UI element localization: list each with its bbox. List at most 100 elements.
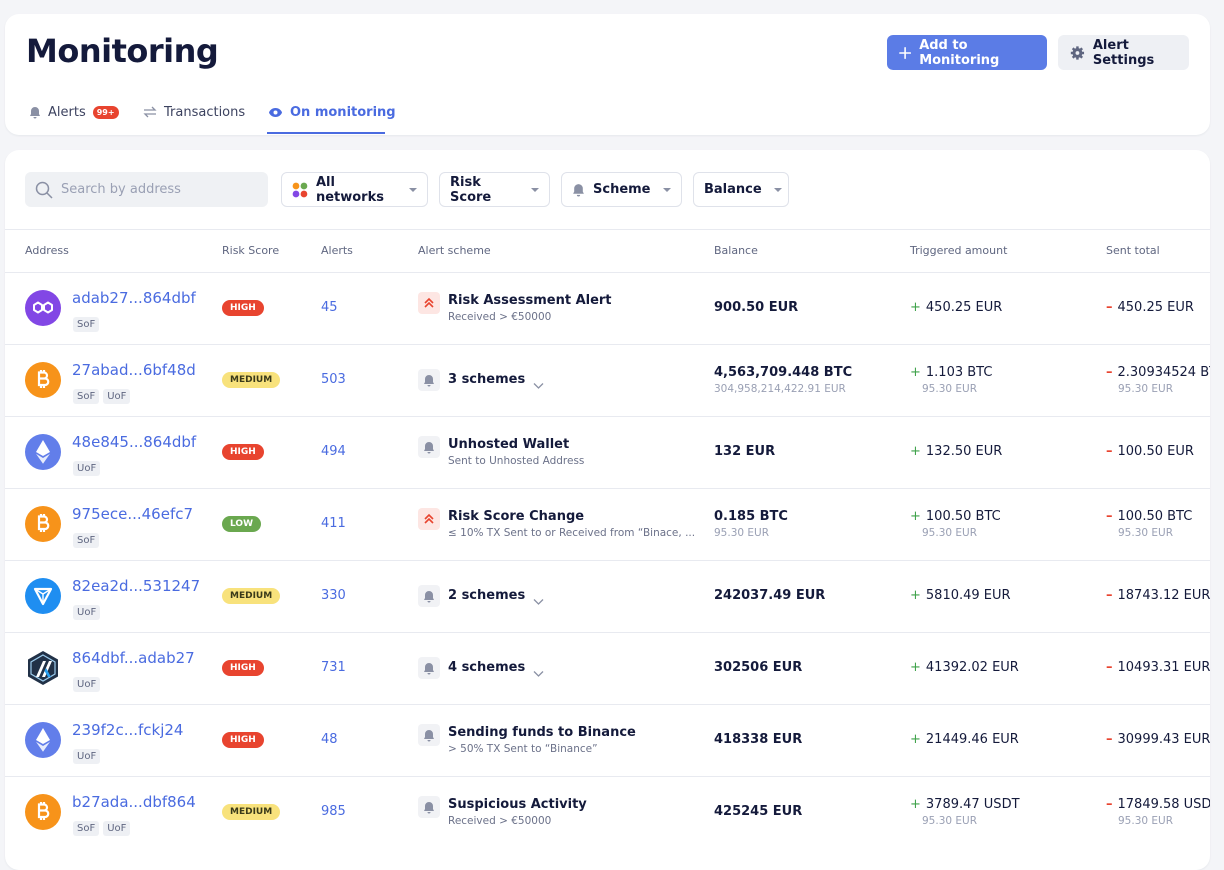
risk-badge: HIGH: [222, 732, 264, 748]
alerts-count[interactable]: 503: [321, 372, 346, 387]
triggered-amount: +3789.47 USDT: [910, 797, 1020, 812]
column-header: Address: [25, 244, 69, 257]
address-link[interactable]: 239f2c...fckj24: [72, 721, 184, 739]
alerts-count[interactable]: 45: [321, 300, 338, 315]
tag: SoF: [73, 317, 100, 332]
add-button[interactable]: Add to Monitoring: [887, 35, 1047, 70]
scheme-subtitle: Sent to Unhosted Address: [448, 455, 585, 467]
scheme-subtitle: > 50% TX Sent to “Binance”: [448, 743, 598, 755]
triggered-sign: +: [910, 365, 921, 380]
expand-chevron[interactable]: [533, 375, 544, 394]
triggered-amount: +5810.49 EUR: [910, 588, 1011, 603]
sent-sub: 95.30 EUR: [1118, 815, 1174, 827]
tag: SoF: [73, 533, 100, 548]
scheme-icon: [418, 796, 440, 818]
triggered-sub: 95.30 EUR: [922, 527, 978, 539]
risk-badge: HIGH: [222, 660, 264, 676]
plus-icon: [899, 46, 912, 59]
tab-alerts[interactable]: Alerts 99+: [29, 102, 119, 122]
search-input[interactable]: Search by address: [25, 172, 268, 207]
column-header: Triggered amount: [910, 244, 1008, 257]
sent-amount: –18743.12 EUR: [1106, 588, 1210, 603]
scheme-title[interactable]: 3 schemes: [448, 372, 526, 387]
address-tags: SoF: [73, 312, 103, 332]
tag: UoF: [73, 677, 101, 692]
balance-filter[interactable]: Balance: [693, 172, 789, 207]
gear-icon: [1070, 45, 1085, 60]
scheme-icon: [418, 724, 440, 746]
tab-transactions[interactable]: Transactions: [143, 102, 245, 122]
alerts-count[interactable]: 985: [321, 804, 346, 819]
dropdown-label: Risk Score: [450, 174, 492, 205]
scheme-icon: [418, 292, 440, 314]
tag: UoF: [73, 461, 101, 476]
expand-chevron[interactable]: [533, 663, 544, 682]
triggered-amount: +1.103 BTC: [910, 365, 992, 380]
table-row[interactable]: [5, 272, 1210, 344]
scheme-subtitle: ≤ 10% TX Sent to or Received from “Binac…: [448, 527, 696, 539]
dropdown-label: Balance: [704, 182, 762, 197]
expand-chevron[interactable]: [533, 591, 544, 610]
table-row[interactable]: [5, 776, 1210, 848]
balance: 418338 EUR: [714, 732, 803, 747]
triggered-value: 450.25 EUR: [925, 300, 1003, 315]
alerts-count[interactable]: 330: [321, 588, 346, 603]
tag: SoF: [73, 821, 100, 836]
address-link[interactable]: 975ece...46efc7: [72, 505, 194, 523]
scheme-icon: [418, 657, 440, 679]
tab-label: Transactions: [164, 104, 246, 120]
triggered-sign: +: [910, 660, 921, 675]
swap-icon: [143, 106, 157, 118]
scheme-filter[interactable]: Scheme: [561, 172, 682, 207]
address-link[interactable]: 48e845...864dbf: [72, 433, 197, 451]
dropdown-label: All networks: [315, 174, 384, 205]
network-filter[interactable]: All networks: [281, 172, 428, 207]
sent-sign: –: [1106, 732, 1113, 747]
alerts-count[interactable]: 494: [321, 444, 346, 459]
address-link[interactable]: 864dbf...adab27: [72, 649, 195, 667]
scheme-title: Unhosted Wallet: [448, 437, 570, 452]
balance: 900.50 EUR: [714, 300, 799, 315]
triggered-value: 132.50 EUR: [925, 444, 1003, 459]
scheme-subtitle: Received > €50000: [448, 311, 552, 323]
alerts-count[interactable]: 411: [321, 516, 346, 531]
address-link[interactable]: 27abad...6bf48d: [72, 361, 196, 379]
table-row[interactable]: [5, 416, 1210, 488]
address-link[interactable]: adab27...864dbf: [72, 289, 196, 307]
triggered-sign: +: [910, 444, 921, 459]
balance: 132 EUR: [714, 444, 776, 459]
scheme-icon: [418, 436, 440, 458]
table-row[interactable]: [5, 560, 1210, 632]
scheme-title[interactable]: 4 schemes: [448, 660, 526, 675]
table-row[interactable]: [5, 704, 1210, 776]
address-tags: UoF: [73, 672, 104, 692]
address-link[interactable]: 82ea2d...531247: [72, 577, 201, 595]
sent-value: 2.30934524 BTC: [1117, 365, 1211, 380]
scheme-icon: [418, 369, 440, 391]
table-row[interactable]: [5, 344, 1210, 416]
network-icon: [25, 290, 61, 326]
sent-sign: –: [1106, 365, 1113, 380]
bell-icon: [30, 106, 40, 118]
sent-amount: –17849.58 USDT: [1106, 797, 1210, 812]
risk-filter[interactable]: Risk Score: [439, 172, 550, 207]
table-row[interactable]: [5, 632, 1210, 704]
sent-value: 18743.12 EUR: [1117, 588, 1211, 603]
alerts-count[interactable]: 48: [321, 732, 338, 747]
tab-label: On monitoring: [290, 104, 396, 120]
column-header: Sent total: [1106, 244, 1160, 257]
alerts-count[interactable]: 731: [321, 660, 346, 675]
triggered-sign: +: [910, 509, 921, 524]
table-row[interactable]: [5, 488, 1210, 560]
header-card: Monitoring Add to Monitoring Alert Setti…: [5, 14, 1210, 135]
tab-on-monitoring[interactable]: On monitoring: [268, 102, 396, 122]
settings-button[interactable]: Alert Settings: [1058, 35, 1189, 70]
triggered-sub: 95.30 EUR: [922, 815, 978, 827]
caret: [773, 187, 782, 192]
scheme-title[interactable]: 2 schemes: [448, 588, 526, 603]
triggered-value: 41392.02 EUR: [925, 660, 1019, 675]
sent-sub: 95.30 EUR: [1118, 383, 1174, 395]
address-link[interactable]: b27ada...dbf864: [72, 793, 196, 811]
divider: [5, 632, 1210, 633]
sent-value: 30999.43 EUR: [1117, 732, 1211, 747]
